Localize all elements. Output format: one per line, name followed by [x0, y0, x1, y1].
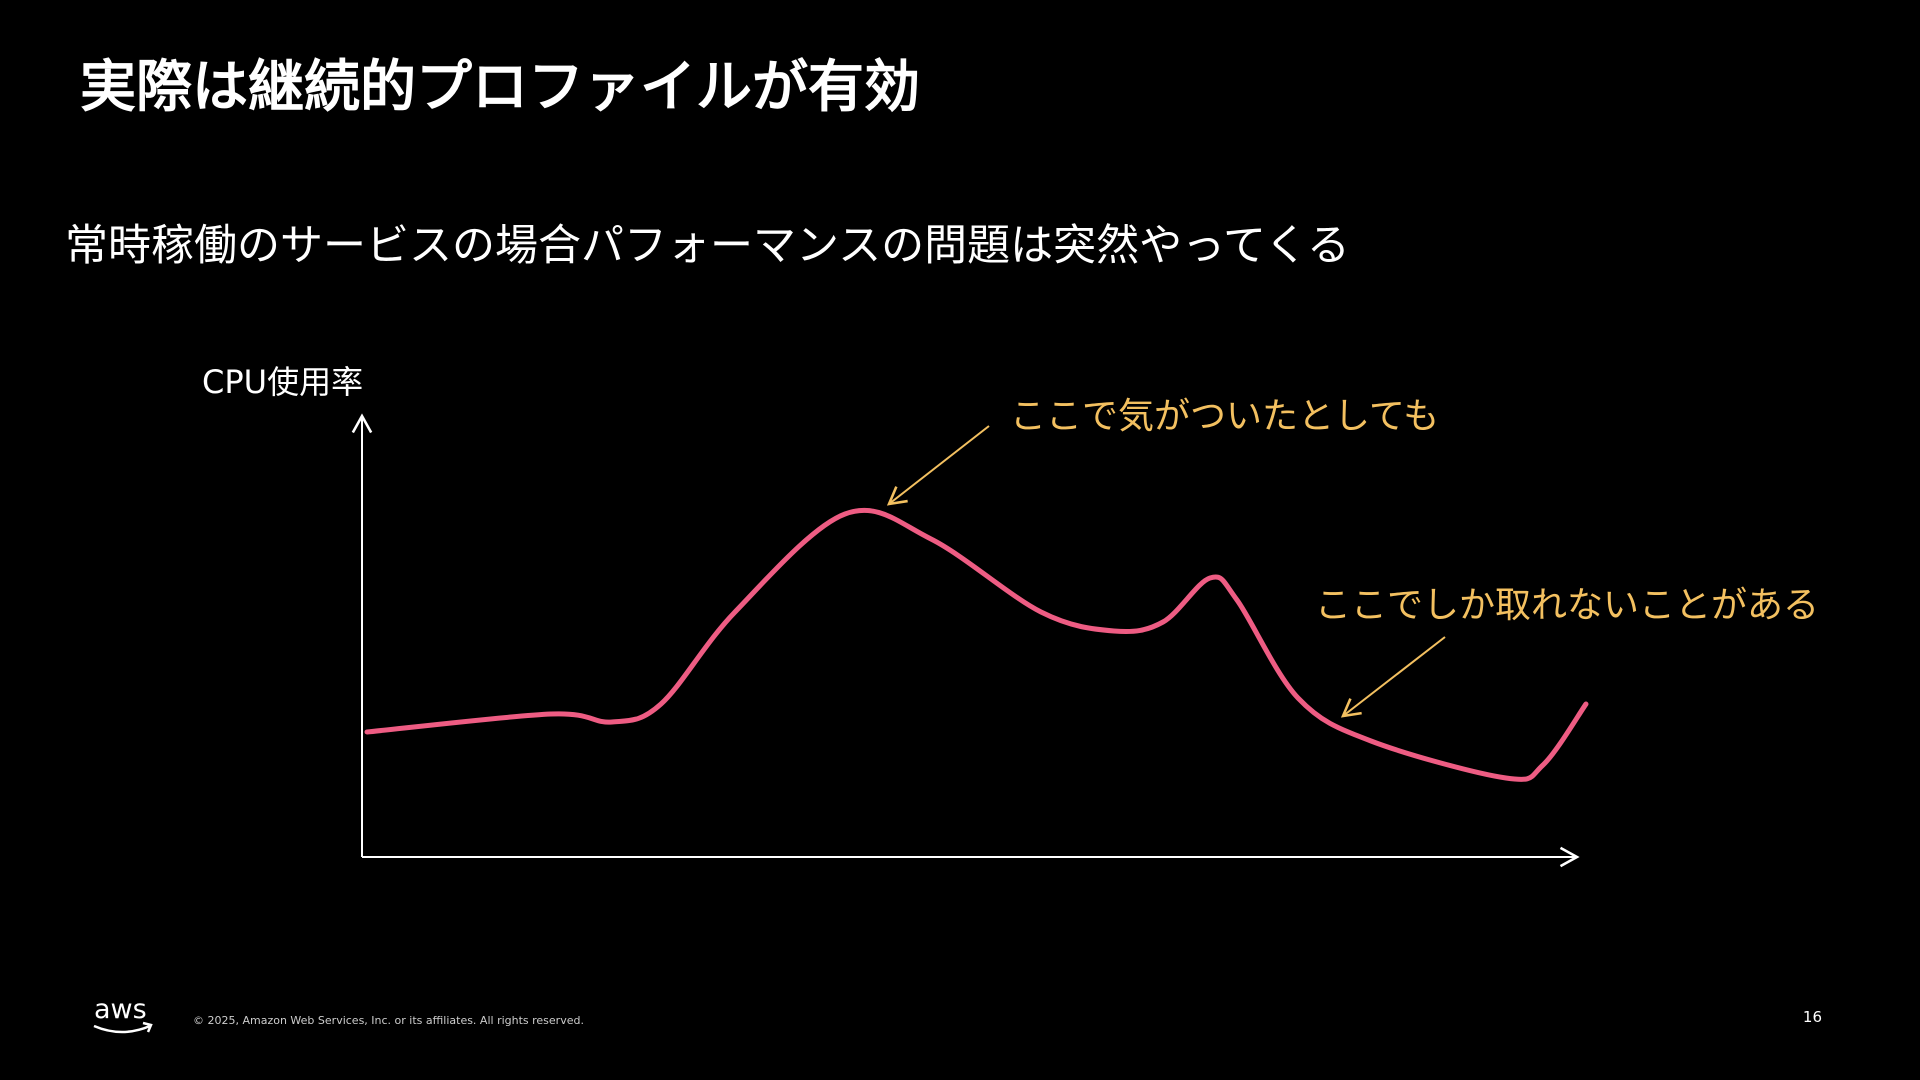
page-number: 16	[1803, 1008, 1822, 1026]
cpu-curve	[364, 507, 1589, 782]
aws-logo-smile	[93, 1021, 153, 1034]
annotation-arrow	[886, 425, 990, 506]
annotation: ここでしか取れないことがある	[1315, 585, 1819, 626]
annotation: ここで気がついたとしても	[1010, 396, 1439, 437]
annotation-arrow	[1340, 636, 1446, 718]
aws-logo: aws	[94, 994, 147, 1025]
slide-subtitle: 常時稼働のサービスの場合パフォーマンスの問題は突然やってくる	[65, 221, 1350, 271]
slide-title: 実際は継続的プロファイルが有効	[80, 55, 920, 120]
copyright: © 2025, Amazon Web Services, Inc. or its…	[193, 1014, 584, 1027]
axis-label: CPU使用率	[202, 363, 363, 401]
